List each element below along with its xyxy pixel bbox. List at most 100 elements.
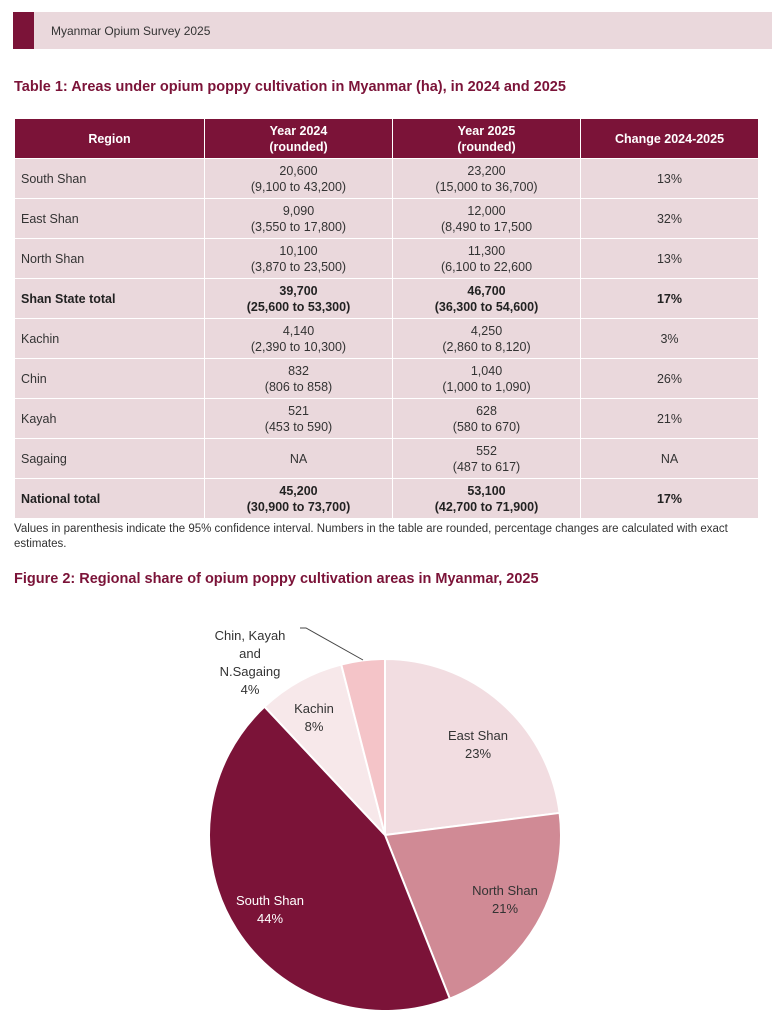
table-cell: 3% [580,318,759,359]
cell-text: (487 to 617) [452,459,521,474]
slice-label: East Shan 23% [448,728,508,761]
slice-value: 4% [241,682,260,697]
cell-text: South Shan [21,171,87,186]
cell-text: (3,870 to 23,500) [250,259,347,274]
cell-text: 46,700 [467,283,506,298]
table-cell: 12,000 (8,490 to 17,500 [392,198,581,239]
table-cell: 46,700 (36,300 to 54,600) [392,278,581,319]
cell-text: (580 to 670) [452,419,521,434]
table-row: Sagaing NA 552 (487 to 617) NA [14,438,759,479]
figure-title: Figure 2: Regional share of opium poppy … [14,571,539,587]
slice-label: Chin, Kayah and N.Sagaing 4% [215,628,286,697]
table-cell: National total [14,478,205,519]
table-cell: 20,600 (9,100 to 43,200) [204,158,393,199]
table-row: Shan State total 39,700 (25,600 to 53,300)… [14,278,759,319]
table-row: Kayah 521 (453 to 590) 628 (580 to 670) 21% [14,398,759,439]
table-row: North Shan 10,100 (3,870 to 23,500) 11,300(… [14,238,759,279]
cell-text: (3,550 to 17,800) [250,219,347,234]
table-cell: 552 (487 to 617) [392,438,581,479]
cell-text: (6,100 to 22,600 [440,259,533,274]
table-note: Values in parenthesis indicate the 95% c… [14,523,728,550]
cell-text: 45,200 [279,483,318,498]
running-header: Myanmar Opium Survey 2025 [13,12,772,49]
cell-text: 552 [476,443,497,458]
table-cell: 13% [580,238,759,279]
cell-text: 21% [656,411,683,426]
cell-text: East Shan [21,211,79,226]
pie-slice [263,663,386,836]
table-cell: 1,040 (1,000 to 1,090) [392,358,581,399]
table-cell: East Shan [14,198,205,239]
cell-text: Kayah [21,411,57,426]
cell-text: (30,900 to 73,700) [246,499,351,514]
content-flow: Table 1: Areas under opium poppy cultiva… [14,78,759,588]
cell-text: 10,100 [279,243,318,258]
table-row: East Shan 9,090 (3,550 to 17,800) 12,000 (8,… [14,198,759,239]
cell-text: 3% [660,331,679,346]
cell-text: Kachin [21,331,60,346]
column-header-line: Region [88,131,131,146]
table-cell: 17% [580,278,759,319]
slice-label: North Shan 21% [472,883,538,916]
table-cell: 628 (580 to 670) [392,398,581,439]
cell-text: 521 [288,403,309,418]
table-cell: 21% [580,398,759,439]
table-row: Kachin 4,140 (2,390 to 10,300) 4,250 (2,860 … [14,318,759,359]
table-cell: Chin [14,358,205,399]
slice-value: 8% [305,719,324,734]
table-row: Chin 832 (806 to 858) 1,040 (1,000 to 1,090)… [14,358,759,399]
cell-text: 17% [656,291,683,306]
column-header: Change 2024-2025 [580,118,759,159]
cell-text: (8,490 to 17,500 [440,219,533,234]
cell-text: (9,100 to 43,200) [250,179,347,194]
table-title: Table 1: Areas under opium poppy cultiva… [14,79,566,95]
cell-text: 9,090 [282,203,315,218]
pie-slice [208,705,452,1012]
cell-text: (36,300 to 54,600) [434,299,539,314]
slice-value: 44% [257,911,283,926]
leader-line [300,627,364,661]
cell-text: 23,200 [467,163,506,178]
cell-text: Chin [21,371,47,386]
table-cell: 13% [580,158,759,199]
table-cell: 53,100 (42,700 to 71,900) [392,478,581,519]
table-cell: 17% [580,478,759,519]
header-accent-bar [13,12,34,49]
cell-text: 39,700 [279,283,318,298]
table-cell: 26% [580,358,759,399]
cell-text: NA [660,451,679,466]
cell-text: 13% [656,251,683,266]
column-header-line: Year 2024 [269,123,328,138]
table-cell: 4,140 (2,390 to 10,300) [204,318,393,359]
table-cell: Shan State total [14,278,205,319]
table-cell: 11,300 (6,100 to 22,600 [392,238,581,279]
column-header-line: Change 2024-2025 [614,131,725,146]
table-cell: Kachin [14,318,205,359]
cell-text: (42,700 to 71,900) [434,499,539,514]
running-title: Myanmar Opium Survey 2025 [51,24,211,38]
pie-chart: East Shan 23% North Shan 21% South Shan 44% Ka… [208,627,562,1012]
cell-text: 11,300 [467,243,506,258]
cell-text: 832 [288,363,309,378]
table-cell: 521 (453 to 590) [204,398,393,439]
slice-value: 21% [492,901,518,916]
cell-text: (15,000 to 36,700) [435,179,538,194]
column-header: Region [14,118,205,159]
cell-text: 32% [656,211,683,226]
table-cell: Sagaing [14,438,205,479]
cell-text: 4,250 [470,323,503,338]
table-cell: NA [580,438,759,479]
cell-text: (806 to 858) [264,379,333,394]
cell-text: 20,600 [279,163,318,178]
cell-text: North Shan [21,251,85,266]
column-header-line: Year 2025 [457,123,516,138]
cell-text: (2,390 to 10,300) [250,339,347,354]
cell-text: National total [21,491,101,506]
column-header-line: (rounded) [457,139,516,154]
table-row: National total 45,200 (30,900 to 73,700) 53… [14,478,759,519]
table-cell: South Shan [14,158,205,199]
cell-text: NA [289,451,308,466]
cell-text: Shan State total [21,291,116,306]
table-cell: 45,200 (30,900 to 73,700) [204,478,393,519]
table-cell: 10,100 (3,870 to 23,500) [204,238,393,279]
